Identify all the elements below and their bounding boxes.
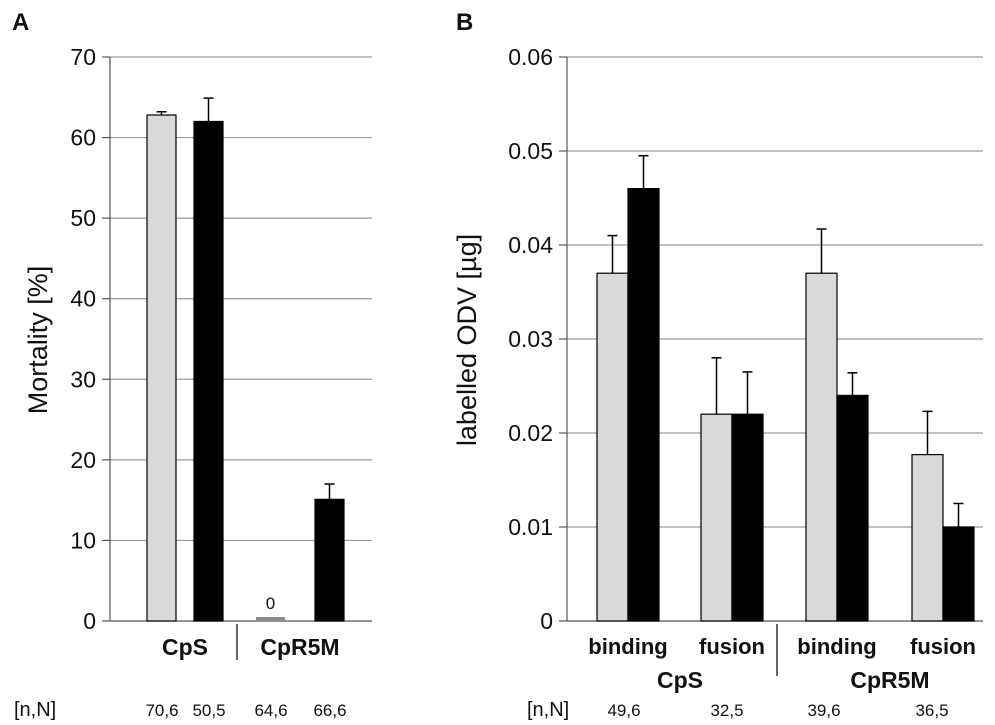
panel-b-group-label-0: CpS <box>657 667 703 693</box>
panel-b-y-tick-label: 0 <box>540 608 553 634</box>
panel-b-bar-5 <box>836 394 869 622</box>
panel-a-sample-size: 64,6 <box>254 701 287 720</box>
panel-a-y-tick-label: 40 <box>70 286 96 312</box>
panel-b-y-tick-label: 0.02 <box>508 420 553 446</box>
panel-a-sample-size-header: [n,N] <box>14 699 56 721</box>
panel-a-y-tick-label: 20 <box>70 447 96 473</box>
panel-a-group-label-1: CpR5M <box>260 634 339 660</box>
panel-a-bar-2 <box>256 617 285 621</box>
panel-a-y-tick-label: 70 <box>70 44 96 70</box>
panel-a-y-tick-label: 0 <box>83 608 96 634</box>
panel-a-y-tick-label: 60 <box>70 125 96 151</box>
panel-a-y-tick-label: 10 <box>70 527 96 553</box>
panel-b-sample-size: 36,5 <box>915 701 948 720</box>
panel-b-y-axis-label: labelled ODV [µg] <box>452 234 482 446</box>
panel-a-data-label: 0 <box>266 594 275 613</box>
panel-b-y-tick-label: 0.06 <box>508 44 553 70</box>
panel-b-subgroup-label: fusion <box>910 634 976 659</box>
panel-b-bar-4 <box>805 272 838 622</box>
panel-a-letter: A <box>12 9 29 36</box>
panel-a-bar-0 <box>146 114 177 622</box>
panel-b-y-tick-label: 0.04 <box>508 232 553 258</box>
panel-b-sample-size: 49,6 <box>607 701 640 720</box>
panel-a-y-tick-label: 50 <box>70 205 96 231</box>
panel-a-group-label-0: CpS <box>162 634 208 660</box>
panel-b-y-tick-label: 0.01 <box>508 514 553 540</box>
panel-b-bar-3 <box>731 413 764 622</box>
panel-b-y-tick-label: 0.05 <box>508 138 553 164</box>
panel-b-subgroup-label: binding <box>797 634 876 659</box>
panel-a-sample-size: 50,5 <box>192 701 225 720</box>
panel-b-group-label-1: CpR5M <box>850 667 929 693</box>
panel-b-sample-size: 39,6 <box>807 701 840 720</box>
panel-b-bar-2 <box>700 413 733 622</box>
panel-b-sample-size-header: [n,N] <box>527 699 569 721</box>
panel-b-y-tick-label: 0.03 <box>508 326 553 352</box>
panel-b-bar-7 <box>942 526 975 622</box>
panel-b-sample-size: 32,5 <box>710 701 743 720</box>
panel-b-subgroup-label: fusion <box>699 634 765 659</box>
panel-a-y-axis-label: Mortality [%] <box>23 266 53 415</box>
panel-a-bar-1 <box>193 120 224 622</box>
panel-b-bar-1 <box>627 188 660 622</box>
panel-b-subgroup-label: binding <box>588 634 667 659</box>
panel-b-letter: B <box>456 9 473 36</box>
panel-a: A Mortality [%] 0 10 20 30 40 50 60 70 CpS 0 CpR5M… <box>12 9 372 721</box>
panel-a-bar-3 <box>314 498 345 622</box>
panel-a-y-tick-label: 30 <box>70 366 96 392</box>
panel-b: B labelled ODV [µg] 0 0.01 0.02 0.03 0.04 0.0… <box>452 9 983 721</box>
panel-a-sample-size: 66,6 <box>313 701 346 720</box>
panel-b-bar-6 <box>911 454 944 622</box>
panel-b-bar-0 <box>596 272 629 622</box>
panel-a-sample-size: 70,6 <box>145 701 178 720</box>
